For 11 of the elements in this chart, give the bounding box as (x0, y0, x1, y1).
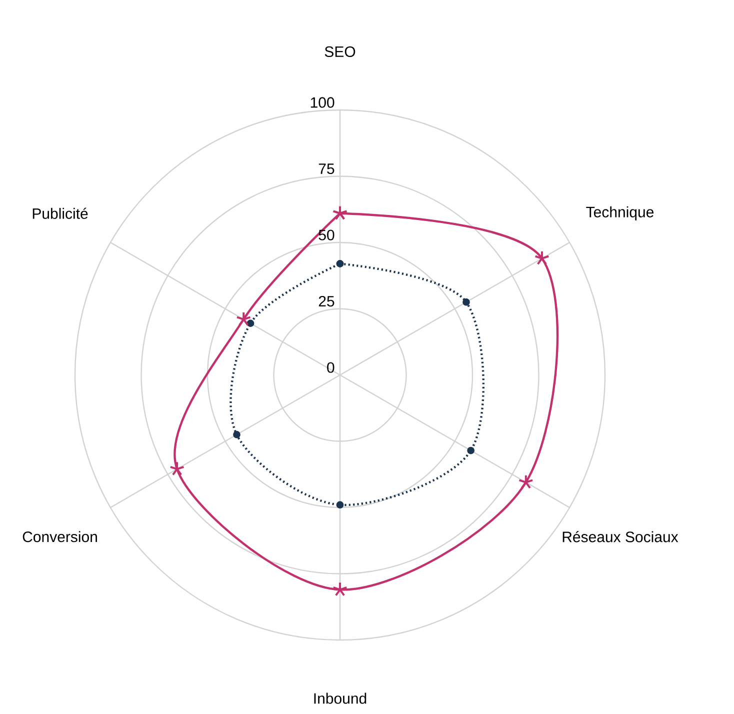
y-tick-label: 25 (318, 296, 334, 307)
spoke-label: Inbound (314, 692, 366, 704)
y-tick-label: 100 (310, 97, 334, 108)
y-tick-label: 0 (327, 362, 334, 373)
spoke-label: Conversion (22, 531, 97, 542)
y-tick-label: 75 (318, 164, 334, 174)
spoke-label: Technique (586, 206, 654, 220)
y-tick-label: 50 (318, 230, 334, 240)
spoke-label: Réseaux Sociaux (562, 531, 678, 542)
spoke-label: SEO (324, 46, 356, 57)
spoke-label: Publicité (32, 208, 88, 219)
